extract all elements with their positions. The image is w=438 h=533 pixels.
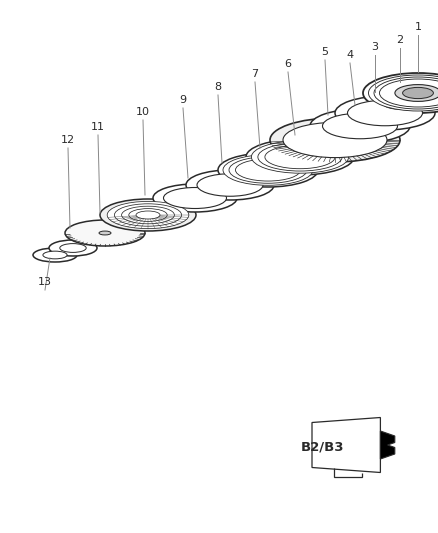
Ellipse shape	[403, 87, 433, 99]
Ellipse shape	[107, 201, 189, 229]
Ellipse shape	[258, 143, 342, 171]
Text: 11: 11	[91, 122, 105, 132]
Text: 10: 10	[136, 107, 150, 117]
Ellipse shape	[33, 248, 77, 262]
Text: 13: 13	[38, 277, 52, 287]
Text: 9: 9	[180, 95, 187, 105]
Ellipse shape	[197, 174, 263, 196]
Ellipse shape	[310, 109, 410, 143]
Ellipse shape	[122, 206, 174, 224]
Ellipse shape	[363, 73, 438, 113]
Ellipse shape	[60, 244, 86, 253]
Ellipse shape	[265, 146, 335, 169]
Text: 5: 5	[321, 47, 328, 57]
Ellipse shape	[322, 113, 398, 139]
Ellipse shape	[251, 141, 349, 173]
Ellipse shape	[114, 204, 182, 226]
Ellipse shape	[218, 153, 318, 187]
Ellipse shape	[100, 199, 196, 231]
Text: B2/B3: B2/B3	[301, 441, 345, 454]
Ellipse shape	[236, 159, 300, 181]
Text: 8: 8	[215, 82, 222, 92]
Ellipse shape	[65, 220, 145, 246]
Ellipse shape	[347, 100, 423, 126]
Ellipse shape	[43, 251, 67, 259]
Polygon shape	[380, 431, 395, 459]
Ellipse shape	[374, 77, 438, 109]
Text: 6: 6	[285, 59, 292, 69]
Text: 7: 7	[251, 69, 258, 79]
Text: 12: 12	[61, 135, 75, 145]
Ellipse shape	[163, 188, 226, 208]
Ellipse shape	[379, 79, 438, 107]
Ellipse shape	[382, 96, 421, 109]
Ellipse shape	[49, 240, 97, 256]
Ellipse shape	[229, 157, 307, 183]
Text: 3: 3	[371, 42, 378, 52]
Text: 1: 1	[414, 22, 421, 32]
Ellipse shape	[270, 118, 400, 162]
Text: 2: 2	[396, 35, 403, 45]
Ellipse shape	[136, 211, 160, 219]
Ellipse shape	[246, 139, 354, 175]
Ellipse shape	[153, 184, 237, 212]
Ellipse shape	[223, 155, 313, 185]
Ellipse shape	[372, 93, 432, 113]
Ellipse shape	[283, 123, 387, 158]
Ellipse shape	[395, 85, 438, 101]
Ellipse shape	[335, 96, 435, 130]
Ellipse shape	[99, 231, 111, 235]
Ellipse shape	[129, 208, 167, 221]
Ellipse shape	[368, 75, 438, 111]
Text: 4: 4	[346, 50, 353, 60]
Ellipse shape	[186, 170, 274, 200]
